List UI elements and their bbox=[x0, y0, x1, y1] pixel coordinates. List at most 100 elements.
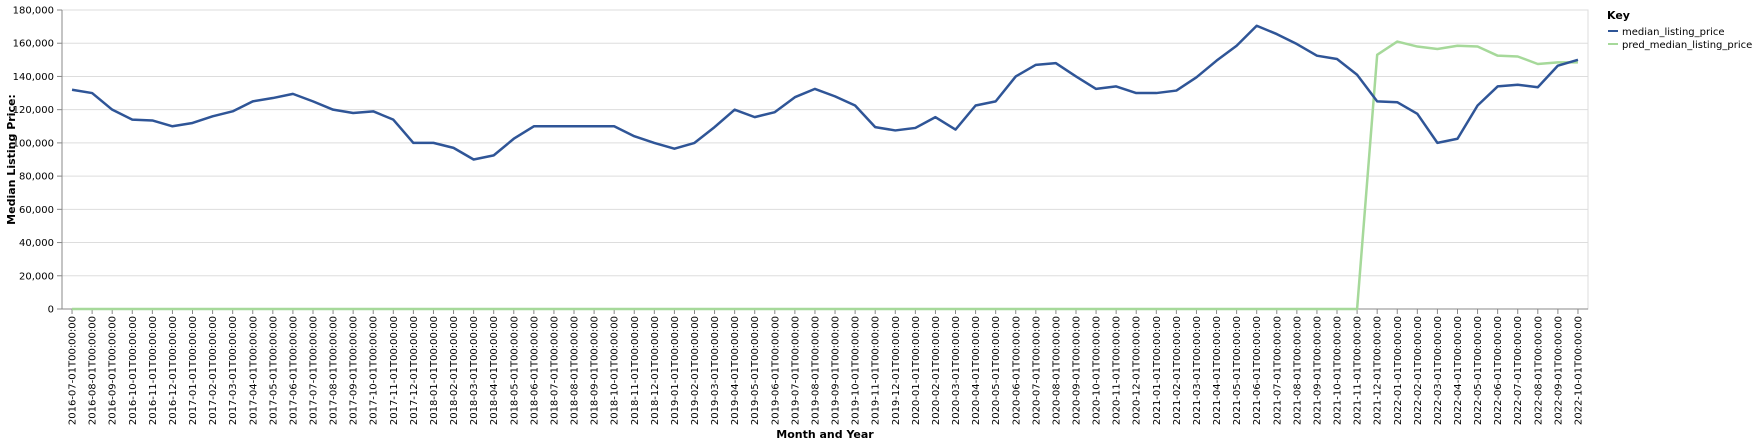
y-axis-title: Median Listing Price: bbox=[5, 94, 18, 225]
x-tick-label: 2016-08-01T00:00:00 bbox=[88, 316, 99, 425]
series-lines bbox=[71, 24, 1579, 311]
x-tick-label: 2022-01-01T00:00:00 bbox=[1393, 316, 1404, 425]
x-tick-label: 2017-09-01T00:00:00 bbox=[349, 316, 360, 425]
legend-label: median_listing_price bbox=[1622, 27, 1725, 38]
x-tick-label: 2019-10-01T00:00:00 bbox=[851, 316, 862, 425]
x-tick-label: 2016-11-01T00:00:00 bbox=[148, 316, 159, 425]
x-tick-label: 2018-10-01T00:00:00 bbox=[610, 316, 621, 425]
x-tick-label: 2016-07-01T00:00:00 bbox=[68, 316, 79, 425]
y-tick-label: 160,000 bbox=[13, 39, 54, 50]
x-tick-label: 2018-08-01T00:00:00 bbox=[570, 316, 581, 425]
y-axis: 0 20,000 40,000 60,000 80,000 100,000 120,000 1… bbox=[13, 6, 63, 316]
x-tick-label: 2021-08-01T00:00:00 bbox=[1292, 316, 1303, 425]
plot-frame bbox=[61, 9, 1589, 310]
x-tick-label: 2017-12-01T00:00:00 bbox=[409, 316, 420, 425]
x-tick-label: 2019-01-01T00:00:00 bbox=[670, 316, 681, 425]
x-tick-label: 2020-07-01T00:00:00 bbox=[1031, 316, 1042, 425]
x-tick-label: 2018-12-01T00:00:00 bbox=[650, 316, 661, 425]
gridlines bbox=[62, 9, 1588, 310]
x-tick-label: 2017-01-01T00:00:00 bbox=[188, 316, 199, 425]
x-tick-label: 2019-04-01T00:00:00 bbox=[730, 316, 741, 425]
series-line-pred_median_listing_price bbox=[72, 40, 1578, 311]
x-tick-label: 2020-09-01T00:00:00 bbox=[1071, 316, 1082, 425]
x-tick-label: 2018-11-01T00:00:00 bbox=[630, 316, 641, 425]
x-tick-label: 2020-04-01T00:00:00 bbox=[971, 316, 982, 425]
x-tick-label: 2022-10-01T00:00:00 bbox=[1573, 316, 1584, 425]
y-tick-label: 20,000 bbox=[19, 271, 54, 282]
x-tick-label: 2017-11-01T00:00:00 bbox=[389, 316, 400, 425]
x-tick-label: 2019-06-01T00:00:00 bbox=[770, 316, 781, 425]
x-tick-label: 2017-08-01T00:00:00 bbox=[329, 316, 340, 425]
y-tick-label: 40,000 bbox=[19, 238, 54, 249]
y-tick-label: 120,000 bbox=[13, 105, 54, 116]
y-tick-label: 0 bbox=[48, 305, 54, 316]
x-tick-label: 2022-04-01T00:00:00 bbox=[1453, 316, 1464, 425]
x-tick-label: 2020-12-01T00:00:00 bbox=[1132, 316, 1143, 425]
legend: Key median_listing_price pred_median_list… bbox=[1607, 9, 1752, 51]
x-tick-label: 2022-02-01T00:00:00 bbox=[1413, 316, 1424, 425]
x-tick-label: 2021-02-01T00:00:00 bbox=[1172, 316, 1183, 425]
x-tick-label: 2016-09-01T00:00:00 bbox=[108, 316, 119, 425]
x-tick-label: 2018-03-01T00:00:00 bbox=[469, 316, 480, 425]
x-tick-label: 2021-09-01T00:00:00 bbox=[1312, 316, 1323, 425]
x-tick-label: 2019-08-01T00:00:00 bbox=[810, 316, 821, 425]
x-tick-label: 2019-12-01T00:00:00 bbox=[891, 316, 902, 425]
legend-label: pred_median_listing_price bbox=[1622, 40, 1752, 51]
x-tick-label: 2016-12-01T00:00:00 bbox=[168, 316, 179, 425]
y-tick-label: 140,000 bbox=[13, 72, 54, 83]
x-tick-label: 2022-06-01T00:00:00 bbox=[1493, 316, 1504, 425]
x-tick-label: 2020-02-01T00:00:00 bbox=[931, 316, 942, 425]
x-tick-label: 2021-10-01T00:00:00 bbox=[1333, 316, 1344, 425]
x-tick-label: 2020-11-01T00:00:00 bbox=[1112, 316, 1123, 425]
x-tick-label: 2017-03-01T00:00:00 bbox=[228, 316, 239, 425]
x-tick-label: 2019-09-01T00:00:00 bbox=[831, 316, 842, 425]
x-tick-label: 2018-05-01T00:00:00 bbox=[509, 316, 520, 425]
x-tick-label: 2022-08-01T00:00:00 bbox=[1533, 316, 1544, 425]
x-tick-label: 2018-07-01T00:00:00 bbox=[549, 316, 560, 425]
x-tick-label: 2018-06-01T00:00:00 bbox=[529, 316, 540, 425]
x-tick-label: 2019-03-01T00:00:00 bbox=[710, 316, 721, 425]
x-tick-label: 2019-11-01T00:00:00 bbox=[871, 316, 882, 425]
x-tick-label: 2021-03-01T00:00:00 bbox=[1192, 316, 1203, 425]
x-axis-title: Month and Year bbox=[776, 428, 874, 441]
x-tick-label: 2022-09-01T00:00:00 bbox=[1553, 316, 1564, 425]
x-tick-label: 2019-02-01T00:00:00 bbox=[690, 316, 701, 425]
legend-title: Key bbox=[1607, 9, 1630, 22]
x-tick-label: 2019-05-01T00:00:00 bbox=[750, 316, 761, 425]
x-tick-label: 2018-04-01T00:00:00 bbox=[489, 316, 500, 425]
x-tick-label: 2017-02-01T00:00:00 bbox=[208, 316, 219, 425]
x-tick-label: 2021-07-01T00:00:00 bbox=[1272, 316, 1283, 425]
x-tick-label: 2017-05-01T00:00:00 bbox=[268, 316, 279, 425]
y-tick-label: 60,000 bbox=[19, 205, 54, 216]
x-tick-label: 2021-05-01T00:00:00 bbox=[1232, 316, 1243, 425]
x-tick-label: 2018-01-01T00:00:00 bbox=[429, 316, 440, 425]
x-tick-label: 2020-03-01T00:00:00 bbox=[951, 316, 962, 425]
x-axis: 2016-07-01T00:00:00 2016-08-01T00:00:00 20… bbox=[62, 308, 1588, 425]
x-tick-label: 2020-05-01T00:00:00 bbox=[991, 316, 1002, 425]
x-tick-label: 2022-05-01T00:00:00 bbox=[1473, 316, 1484, 425]
y-tick-label: 100,000 bbox=[13, 138, 54, 149]
x-tick-label: 2020-06-01T00:00:00 bbox=[1011, 316, 1022, 425]
x-tick-label: 2018-09-01T00:00:00 bbox=[590, 316, 601, 425]
x-tick-label: 2021-04-01T00:00:00 bbox=[1212, 316, 1223, 425]
x-tick-label: 2021-12-01T00:00:00 bbox=[1373, 316, 1384, 425]
x-tick-label: 2018-02-01T00:00:00 bbox=[449, 316, 460, 425]
x-tick-label: 2017-06-01T00:00:00 bbox=[288, 316, 299, 425]
series-line-median_listing_price bbox=[71, 24, 1579, 161]
x-tick-label: 2019-07-01T00:00:00 bbox=[790, 316, 801, 425]
x-tick-label: 2020-08-01T00:00:00 bbox=[1051, 316, 1062, 425]
x-tick-label: 2020-10-01T00:00:00 bbox=[1092, 316, 1103, 425]
x-tick-label: 2021-01-01T00:00:00 bbox=[1152, 316, 1163, 425]
x-tick-label: 2017-04-01T00:00:00 bbox=[248, 316, 259, 425]
x-tick-label: 2021-11-01T00:00:00 bbox=[1353, 316, 1364, 425]
x-tick-label: 2017-10-01T00:00:00 bbox=[369, 316, 380, 425]
x-tick-label: 2022-03-01T00:00:00 bbox=[1433, 316, 1444, 425]
x-tick-label: 2022-07-01T00:00:00 bbox=[1513, 316, 1524, 425]
y-tick-label: 80,000 bbox=[19, 172, 54, 183]
x-tick-label: 2021-06-01T00:00:00 bbox=[1252, 316, 1263, 425]
x-tick-label: 2017-07-01T00:00:00 bbox=[308, 316, 319, 425]
x-tick-label: 2020-01-01T00:00:00 bbox=[911, 316, 922, 425]
y-tick-label: 180,000 bbox=[13, 6, 54, 17]
x-tick-label: 2016-10-01T00:00:00 bbox=[128, 316, 139, 425]
